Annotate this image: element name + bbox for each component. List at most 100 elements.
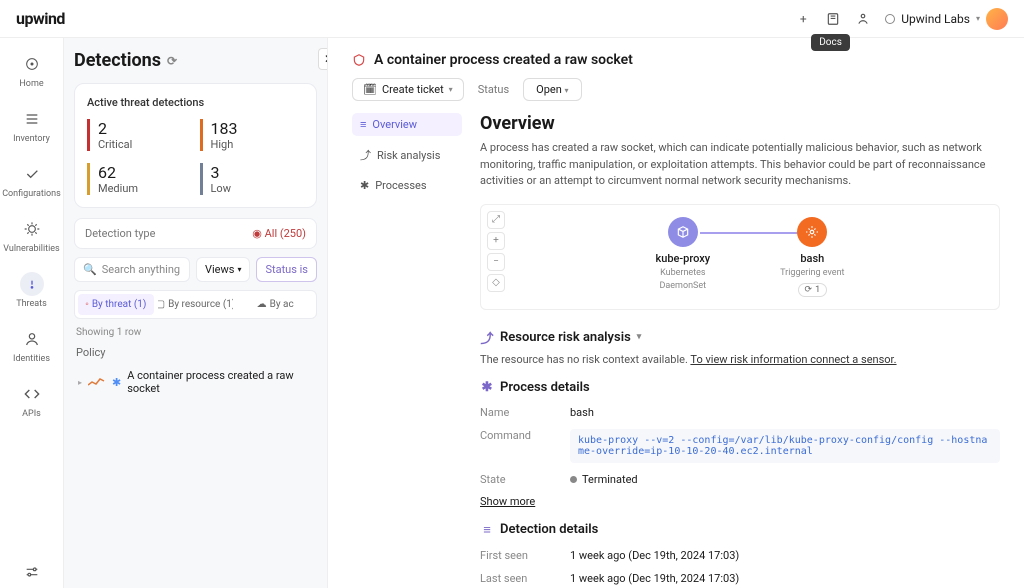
kv-key: Command: [480, 429, 570, 442]
sidenav-overview[interactable]: ≡Overview: [352, 113, 462, 136]
nav-identities[interactable]: Identities: [0, 323, 63, 368]
target-icon: [20, 52, 44, 76]
process-graph: ⤢ + − ◇ kube-proxy Kubernetes DaemonSet: [480, 204, 1000, 310]
overview-heading: Overview: [480, 113, 1000, 134]
chart-icon: ⤴: [480, 328, 494, 347]
tab-by-threat[interactable]: ◦By threat (1): [78, 294, 154, 315]
connect-sensor-link[interactable]: To view risk information connect a senso…: [690, 353, 896, 366]
status-label: Status: [478, 83, 509, 96]
table-row[interactable]: ▸ ✱ A container process created a raw so…: [74, 363, 317, 401]
list-icon: ≡: [480, 522, 494, 538]
status-filter-pill[interactable]: Status is: [256, 257, 317, 282]
kv-key: First seen: [480, 549, 570, 562]
nav-identities-label: Identities: [13, 354, 50, 364]
sparkline-icon: [88, 377, 106, 387]
first-seen-value: 1 week ago (Dec 19th, 2024 17:03): [570, 549, 1000, 562]
process-command-value: kube-proxy --v=2 --config=/var/lib/kube-…: [570, 429, 1000, 463]
graph-zoom-out-button[interactable]: −: [487, 253, 505, 271]
close-panel-button[interactable]: ✕: [318, 48, 328, 70]
detail-title: A container process created a raw socket: [374, 52, 633, 68]
overview-description: A process has created a raw socket, whic…: [480, 140, 1000, 190]
card-title: Active threat detections: [87, 96, 304, 109]
nav-inventory-label: Inventory: [13, 134, 50, 144]
policy-column-header: Policy: [74, 342, 317, 363]
node-count-badge: ⟳1: [798, 283, 828, 297]
tab-by-resource[interactable]: ▢By resource (1): [158, 294, 234, 315]
nav-settings[interactable]: [0, 556, 63, 588]
showing-count: Showing 1 row: [76, 327, 315, 338]
risk-heading: Resource risk analysis: [500, 330, 631, 345]
cube-icon: [668, 217, 698, 247]
views-button[interactable]: Views▾: [196, 257, 250, 282]
tab-by-account[interactable]: ☁By ac: [237, 294, 313, 315]
graph-center-button[interactable]: ◇: [487, 274, 505, 292]
threat-badge-icon: [352, 53, 366, 67]
graph-node-source[interactable]: kube-proxy Kubernetes DaemonSet: [655, 217, 710, 291]
nav-threats-label: Threats: [16, 299, 47, 309]
nav-vulnerabilities-label: Vulnerabilities: [3, 244, 59, 254]
row-title: A container process created a raw socket: [127, 369, 313, 395]
kv-key: State: [480, 473, 570, 486]
nav-apis-label: APIs: [22, 409, 41, 419]
chevron-right-icon: ▸: [78, 378, 82, 387]
panel-title: Detections⟳: [74, 50, 317, 71]
process-name-value: bash: [570, 406, 1000, 419]
ticket-icon: 🗓: [363, 83, 377, 96]
process-heading: Process details: [500, 380, 590, 395]
workspace-name: Upwind Labs: [901, 12, 970, 26]
nav-apis[interactable]: APIs: [0, 378, 63, 423]
workspace-switcher[interactable]: Upwind Labs ▾: [885, 8, 1008, 30]
nav-configurations[interactable]: Configurations: [0, 158, 63, 203]
status-select[interactable]: Open ▾: [523, 78, 581, 101]
check-icon: [20, 162, 44, 186]
avatar: [986, 8, 1008, 30]
stat-medium[interactable]: 62Medium: [87, 163, 192, 195]
risk-empty-text: The resource has no risk context availab…: [480, 353, 1000, 366]
show-more-link[interactable]: Show more: [480, 495, 535, 508]
stat-low[interactable]: 3Low: [200, 163, 305, 195]
add-icon[interactable]: +: [795, 11, 811, 27]
chart-icon: ⤴: [360, 147, 371, 163]
gear-icon: [797, 217, 827, 247]
search-input[interactable]: 🔍Search anything: [74, 257, 190, 282]
sidenav-risk[interactable]: ⤴Risk analysis: [352, 142, 462, 168]
process-icon: ✱: [360, 179, 369, 192]
nav-configurations-label: Configurations: [2, 189, 61, 199]
graph-zoom-in-button[interactable]: +: [487, 232, 505, 250]
chevron-down-icon: ▾: [976, 14, 980, 23]
process-state-value: Terminated: [570, 473, 1000, 486]
alert-icon: [20, 272, 44, 296]
last-seen-value: 1 week ago (Dec 19th, 2024 17:03): [570, 572, 1000, 585]
group-tabs: ◦By threat (1) ▢By resource (1) ☁By ac: [74, 290, 317, 319]
refresh-icon[interactable]: ⟳: [167, 54, 177, 68]
graph-expand-button[interactable]: ⤢: [487, 211, 505, 229]
code-icon: [20, 382, 44, 406]
nav-vulnerabilities[interactable]: Vulnerabilities: [0, 213, 63, 258]
nav-home-label: Home: [19, 79, 43, 89]
kv-key: Last seen: [480, 572, 570, 585]
list-icon: [20, 107, 44, 131]
nav-home[interactable]: Home: [0, 48, 63, 93]
stat-critical[interactable]: 2Critical: [87, 119, 192, 151]
kv-key: Name: [480, 406, 570, 419]
overview-icon: ≡: [360, 118, 366, 131]
activity-icon[interactable]: [855, 11, 871, 27]
gear-icon: ✱: [112, 376, 121, 389]
bug-icon: [20, 217, 44, 241]
stat-high[interactable]: 183High: [200, 119, 305, 151]
detection-heading: Detection details: [500, 522, 598, 537]
nav-inventory[interactable]: Inventory: [0, 103, 63, 148]
sidenav-processes[interactable]: ✱Processes: [352, 174, 462, 197]
search-icon: 🔍: [83, 263, 97, 276]
graph-node-trigger[interactable]: bash Triggering event ⟳1: [780, 217, 844, 297]
gear-icon: ✱: [480, 380, 494, 395]
create-ticket-button[interactable]: 🗓Create ticket▾: [352, 78, 464, 101]
nav-threats[interactable]: Threats: [0, 268, 63, 313]
brand-logo: upwind: [16, 9, 65, 28]
docs-icon[interactable]: [825, 11, 841, 27]
detection-type-filter[interactable]: Detection type ◉ All (250): [74, 218, 317, 249]
person-icon: [20, 327, 44, 351]
sliders-icon: [20, 560, 44, 584]
docs-tooltip: Docs: [811, 34, 850, 51]
workspace-status-icon: [885, 14, 895, 24]
